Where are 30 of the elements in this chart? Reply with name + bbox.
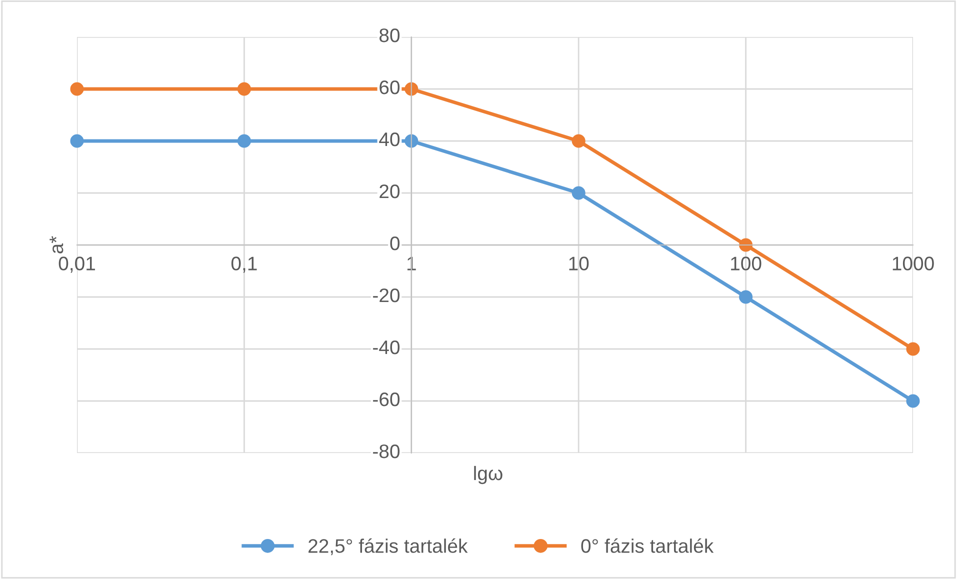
x-tick-label: 100 (731, 256, 762, 270)
y-tick-label: 60 (380, 80, 400, 94)
x-axis-title: lgω (474, 466, 502, 484)
x-tick-label: 1000 (892, 256, 934, 270)
point (70, 134, 84, 148)
point (906, 394, 920, 408)
legend-label: 22,5° fázis tartalék (308, 538, 468, 556)
x-tick-label: 0,1 (231, 256, 257, 273)
y-tick-label: -40 (373, 340, 400, 354)
point (906, 342, 920, 356)
legend-label: 0° fázis tartalék (581, 538, 714, 553)
y-tick-label: -60 (373, 392, 400, 406)
y-tick-label: -20 (373, 288, 400, 302)
point (739, 238, 753, 252)
y-tick-label: 80 (380, 28, 400, 42)
point (404, 82, 418, 96)
y-tick-label: 40 (379, 132, 400, 146)
x-tick-label: 10 (569, 256, 589, 270)
y-tick-label: -80 (373, 444, 400, 458)
point (70, 82, 84, 96)
y-axis-title: a* (50, 236, 64, 254)
point (572, 186, 586, 200)
y-tick-label: 20 (380, 184, 400, 198)
y-tick-label: 0 (390, 236, 400, 250)
point (237, 82, 251, 96)
point (237, 134, 251, 148)
point (572, 134, 586, 148)
point (739, 290, 753, 304)
point (404, 134, 418, 148)
x-tick-label: 0,01 (58, 256, 95, 273)
